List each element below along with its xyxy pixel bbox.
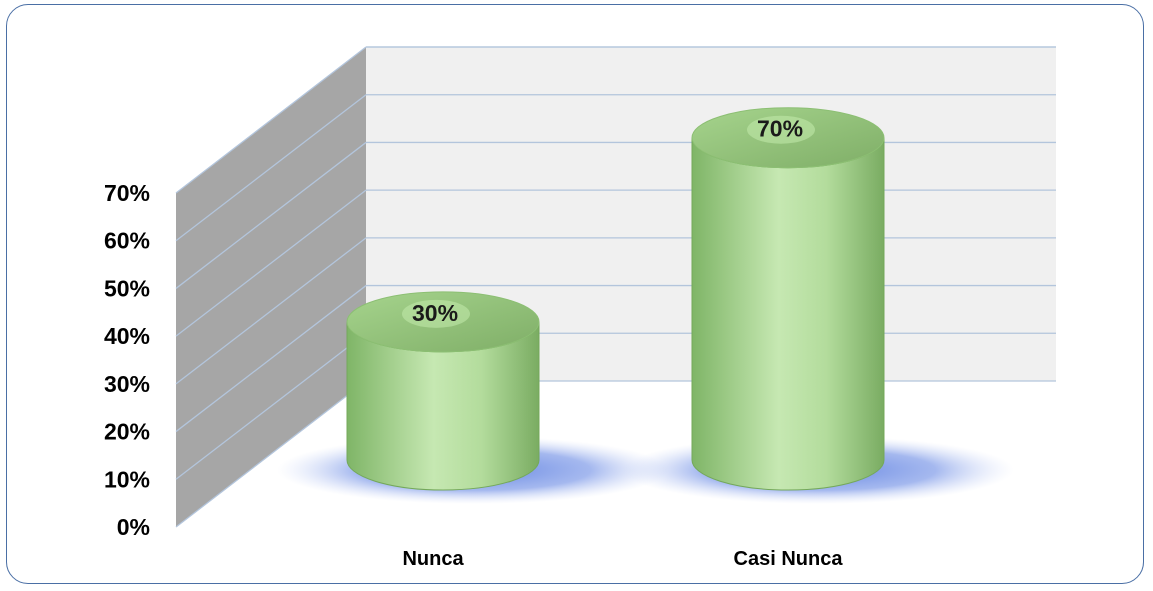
gridline-side — [175, 380, 367, 528]
y-tick-label: 70% — [104, 180, 150, 206]
y-tick-label: 0% — [117, 514, 150, 540]
data-label: 30% — [412, 300, 458, 326]
bar-2: 70% — [622, 107, 1014, 504]
data-label-highlight — [747, 115, 815, 144]
bars: 30% 70% — [277, 107, 1014, 504]
gridline-side — [175, 94, 367, 242]
y-axis-tick-labels: 0% 10% 20% 30% 40% 50% 60% 70% — [104, 180, 150, 540]
y-tick-label: 20% — [104, 419, 150, 445]
y-tick-label: 50% — [104, 275, 150, 301]
x-category-label: Nunca — [402, 548, 464, 570]
gridline-side — [175, 285, 367, 433]
bar-body — [691, 137, 885, 491]
gridline-side — [175, 189, 367, 337]
y-tick-label: 30% — [104, 371, 150, 397]
data-label: 70% — [757, 116, 803, 142]
data-label-highlight — [402, 299, 470, 328]
y-tick-label: 40% — [104, 323, 150, 349]
y-tick-label: 60% — [104, 228, 150, 254]
x-axis-category-labels: Nunca Casi Nunca — [402, 548, 843, 570]
gridline-side — [175, 46, 367, 194]
gridline-side — [175, 332, 367, 480]
gridline-side — [175, 237, 367, 385]
gridline-side — [175, 141, 367, 289]
x-category-label: Casi Nunca — [734, 548, 844, 570]
y-tick-label: 10% — [104, 466, 150, 492]
bar-1: 30% — [277, 291, 669, 504]
side-wall — [176, 47, 366, 527]
